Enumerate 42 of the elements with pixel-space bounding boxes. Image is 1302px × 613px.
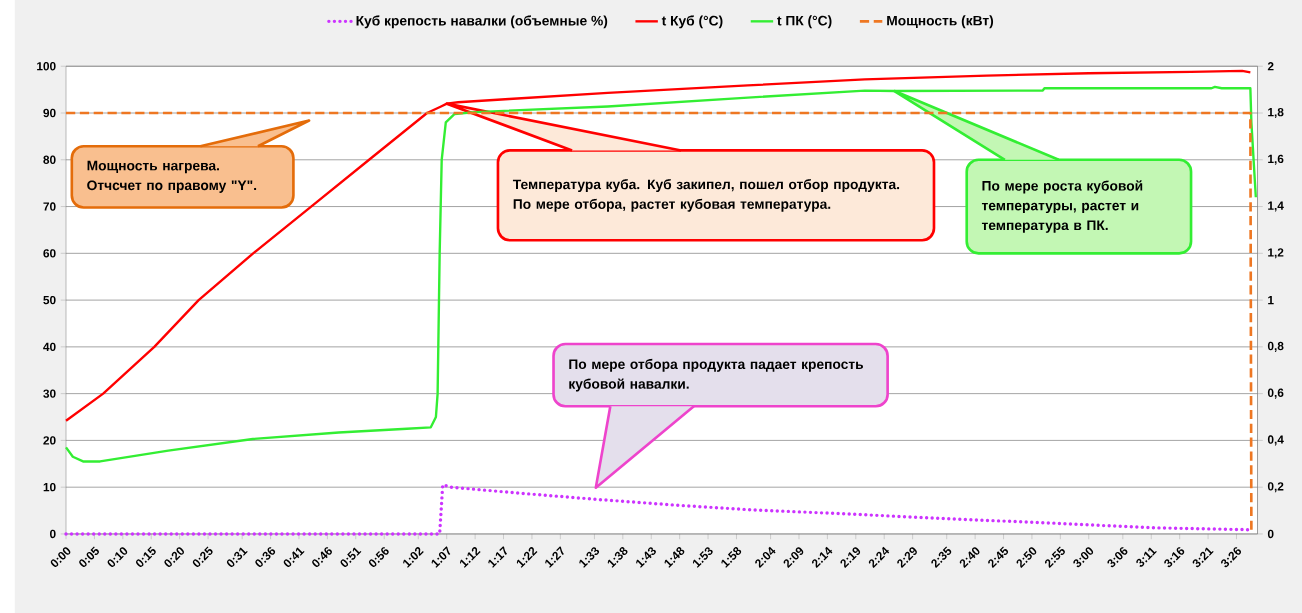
annotation: Температура куба. Куб закипел, пошел отбор продукта. По мере отбора, растет кубовая температура. [512, 178, 900, 212]
annotation: По мере отбора продукта падает крепость кубовой навалки. [569, 358, 864, 392]
y-tick-label: 40 [43, 342, 56, 352]
y-tick-label: 50 [43, 295, 56, 305]
y-tick-label: 0 [50, 529, 56, 539]
y-tick-label: 30 [43, 389, 56, 398]
x-tick-label: 3:11 [1136, 547, 1157, 567]
x-tick-label: 0:10 [107, 547, 128, 567]
x-tick-label: 0:36 [255, 547, 276, 567]
y-tick-label: 70 [43, 202, 56, 211]
y2-tick-label: 1,2 [1268, 248, 1284, 259]
y2-tick-label: 0,4 [1267, 435, 1284, 446]
x-tick-label: 0:31 [226, 547, 248, 567]
annotation: По мере роста кубовой температуры, растет и температура в ПК. [981, 180, 1143, 233]
y2-tick-label: 1,4 [1268, 201, 1284, 212]
y-tick-label: 80 [43, 155, 56, 164]
y2-tick-label: 0,2 [1267, 482, 1284, 493]
y2-tick-label: 0,6 [1267, 388, 1284, 399]
y2-tick-label: 0,8 [1267, 341, 1284, 352]
x-tick-label: 0:41 [283, 547, 305, 567]
x-tick-label: 0:00 [50, 547, 71, 567]
legend-label: t Куб (°C) [661, 15, 723, 29]
legend-label: t ПК (°C) [777, 15, 832, 29]
y-tick-label: 10 [43, 482, 56, 492]
x-tick-label: 0:51 [340, 547, 362, 567]
y2-tick-label: 0 [1267, 529, 1274, 539]
x-tick-label: 0:56 [368, 547, 389, 567]
y-tick-label: 20 [43, 436, 56, 445]
y2-tick-label: 1,8 [1268, 107, 1284, 119]
x-tick-label: 3:00 [1073, 547, 1094, 568]
y2-tick-label: 1,6 [1268, 154, 1284, 165]
y2-tick-label: 1 [1268, 296, 1274, 305]
x-tick-label: 3:16 [1164, 547, 1185, 568]
y-tick-label: 60 [43, 249, 56, 258]
legend-label: Мощность (кВт) [887, 15, 994, 29]
annotation: Мощность нагрева. Отчсчет по правому "Y". [87, 160, 257, 193]
x-tick-label: 0:20 [164, 547, 185, 567]
x-tick-label: 0:46 [312, 547, 332, 567]
y-tick-label: 90 [43, 108, 56, 118]
legend-label: Куб крепость навалки (объемные %) [356, 15, 608, 29]
y-tick-label: 100 [37, 62, 56, 71]
y2-tick-label: 2 [1267, 62, 1274, 71]
